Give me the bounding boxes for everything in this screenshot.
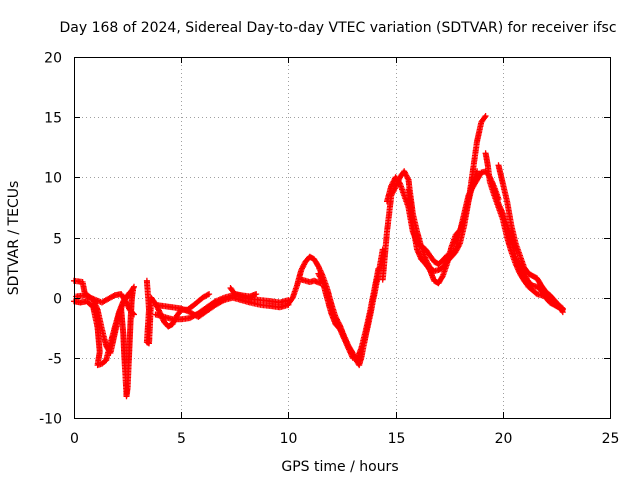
axis-ticks	[74, 57, 611, 419]
y-tick-label: -5	[48, 352, 62, 368]
data-point	[482, 113, 489, 119]
data-point	[375, 265, 382, 272]
y-tick-label: 0	[53, 292, 62, 308]
data-point	[481, 114, 488, 121]
data-point	[474, 168, 481, 175]
y-tick-label: 5	[53, 232, 62, 248]
data-point	[126, 291, 132, 298]
chart-title: Day 168 of 2024, Sidereal Day-to-day VTE…	[59, 20, 616, 36]
x-axis-label: GPS time / hours	[281, 459, 398, 475]
data-point	[559, 306, 566, 313]
y-axis-label: SDTVAR / TECUs	[6, 181, 22, 296]
x-tick-label: 5	[177, 431, 186, 447]
x-tick-label: 15	[388, 431, 406, 447]
data-point	[131, 283, 137, 290]
y-tick-label: 10	[44, 171, 62, 187]
data-point	[253, 291, 260, 298]
x-tick-label: 25	[602, 431, 620, 447]
tick-labels: 0 5 10 15 20 25 -10 -5 0 5 10 15 20	[39, 51, 619, 448]
x-tick-label: 10	[280, 431, 298, 447]
data-marks	[71, 113, 566, 400]
grid-lines	[74, 57, 610, 418]
y-tick-label: -10	[39, 412, 62, 428]
y-tick-label: 20	[44, 51, 62, 67]
data-point	[206, 291, 213, 298]
data-point	[439, 274, 446, 281]
data-point	[204, 291, 211, 298]
x-tick-label: 20	[495, 431, 513, 447]
x-tick-label: 0	[70, 431, 79, 447]
data-point	[130, 287, 136, 294]
y-tick-label: 15	[44, 111, 62, 127]
